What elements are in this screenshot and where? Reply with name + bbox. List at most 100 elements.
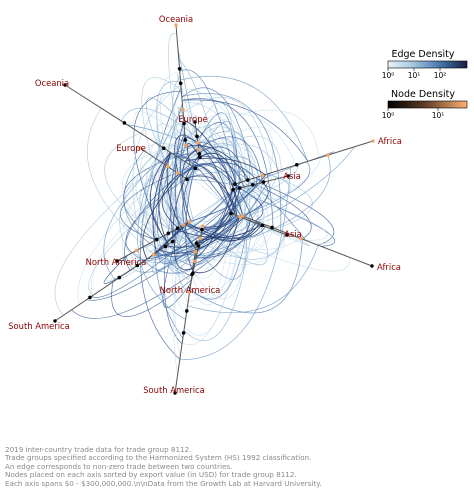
hive-node [163, 244, 168, 249]
hive-node [260, 173, 265, 178]
hive-edge [233, 189, 328, 241]
hive-edge [168, 167, 201, 236]
hive-edge [143, 180, 270, 274]
hive-edge [152, 153, 201, 238]
axis-label: South America [8, 321, 70, 331]
hive-node [200, 224, 205, 229]
edge-density-colorbar [387, 60, 468, 69]
hive-edge [195, 189, 236, 260]
hive-edge [182, 96, 273, 173]
hive-node [371, 139, 375, 143]
hive-node [233, 182, 237, 186]
hive-edge [196, 232, 287, 265]
hive-edge [201, 219, 251, 242]
hive-edge [180, 161, 256, 179]
hive-edge [178, 58, 233, 214]
hive-edge [152, 151, 171, 253]
axis-label: North America [86, 257, 147, 267]
node-density-colorbar [387, 100, 468, 109]
hive-edge [170, 126, 260, 177]
hive-edge [184, 170, 263, 218]
hive-node [194, 241, 199, 245]
hive-edge [183, 119, 245, 219]
node-density-tick: 10⁰ [382, 111, 395, 120]
hive-edge [172, 154, 200, 242]
axis-label: Asia [284, 229, 302, 239]
hive-edge [155, 142, 263, 224]
hive-edge [195, 146, 355, 252]
hive-axis [64, 84, 199, 171]
hive-edge [141, 77, 182, 156]
hive-node [193, 249, 198, 254]
hive-axis [54, 239, 176, 322]
hive-edge [149, 152, 171, 245]
hive-node [326, 153, 330, 157]
node-density-legend-title: Node Density [391, 89, 455, 100]
hive-node [177, 67, 182, 71]
caption-line: Each axis spans $0 - $300,000,000.\n\nDa… [5, 478, 322, 488]
hive-node [197, 152, 202, 156]
hive-node [285, 233, 289, 237]
hive-node [173, 391, 177, 395]
hive-edge [158, 239, 201, 264]
hive-node [187, 220, 192, 224]
hive-node [88, 295, 92, 300]
edge-density-tick: 10² [434, 71, 447, 80]
hive-edge [142, 174, 181, 260]
hive-node [286, 174, 290, 178]
hive-edge [185, 167, 196, 271]
hive-edge [91, 154, 200, 296]
hive-edge [189, 218, 249, 300]
hive-node [122, 121, 127, 125]
hive-node [270, 225, 274, 230]
hive-node [240, 214, 245, 218]
hive-edge [199, 152, 238, 189]
hive-axis [231, 140, 374, 186]
hive-edge [183, 220, 254, 342]
hive-edge [180, 76, 308, 162]
hive-node [170, 239, 175, 244]
hive-node [237, 186, 242, 190]
axis-label: North America [160, 285, 221, 295]
hive-edge [202, 224, 267, 239]
hive-node [190, 272, 194, 277]
hive-node [195, 134, 199, 139]
hive-node [260, 223, 265, 228]
edge-density-legend: Edge Density 10⁰ 10¹ 10² [382, 49, 468, 80]
hive-edge [202, 184, 237, 228]
hive-edge [140, 132, 198, 253]
edge-density-tick: 10⁰ [382, 71, 395, 80]
axis-label: Europe [116, 143, 145, 153]
caption-line: 2019 inter-country trade data for trade … [5, 445, 192, 454]
hive-node [185, 177, 189, 182]
hive-edge [184, 215, 238, 230]
hive-edge [181, 148, 199, 222]
hive-edge [191, 126, 274, 174]
hive-edge [77, 146, 199, 305]
hive-edge [144, 138, 186, 253]
hive-edge [182, 98, 274, 230]
hive-edge [188, 185, 253, 223]
hive-edge [180, 135, 189, 223]
hive-edge [125, 178, 187, 254]
hive-edge [197, 112, 236, 190]
hive-node [196, 244, 201, 248]
hive-node [187, 290, 191, 294]
hive-edge [153, 215, 237, 256]
hive-edge [189, 177, 258, 223]
hive-edge [186, 178, 262, 220]
hive-edge [184, 157, 266, 176]
hive-node [63, 83, 67, 87]
hive-edge [119, 147, 163, 265]
hive-edge [184, 217, 244, 336]
hive-edge [54, 161, 161, 316]
hive-node [370, 264, 374, 268]
hive-edge [103, 160, 160, 281]
hive-edge [181, 88, 262, 183]
hive-node [198, 155, 202, 160]
hive-edge [244, 186, 285, 223]
hive-edge [192, 216, 240, 274]
hive-node [135, 263, 140, 268]
hive-node [181, 331, 186, 335]
hive-node [154, 237, 159, 242]
